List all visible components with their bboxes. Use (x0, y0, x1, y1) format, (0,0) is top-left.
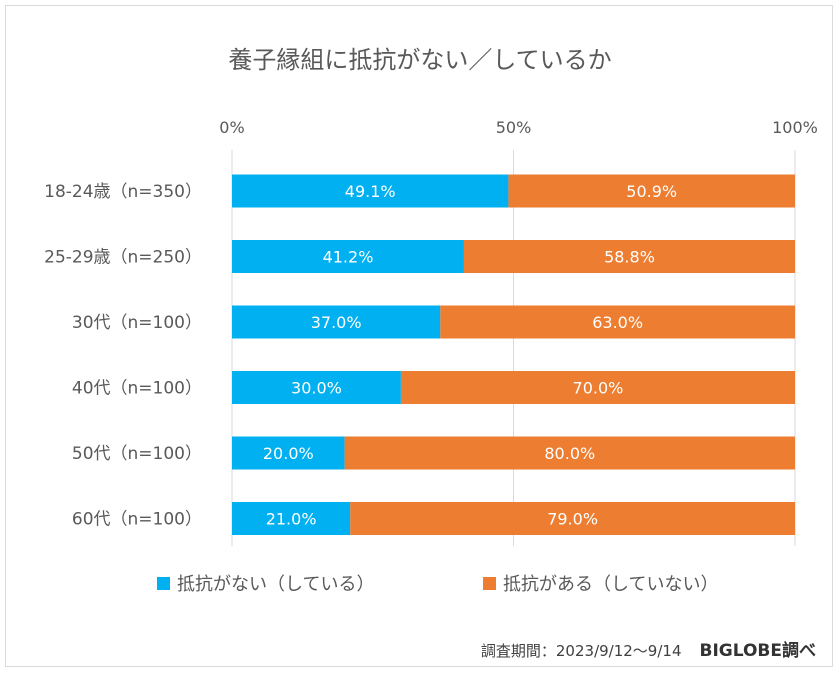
bar-no-resistance (232, 436, 345, 470)
category-label: 30代（n=100） (72, 313, 202, 333)
bar-no-resistance (232, 371, 401, 404)
bar-no-resistance (232, 502, 351, 535)
bar-no-resistance (232, 174, 509, 208)
data-label: 37.0% (311, 313, 362, 332)
bar-resistance (463, 240, 795, 273)
source-credit: BIGLOBE調べ (699, 641, 817, 661)
data-label: 20.0% (263, 444, 314, 463)
footer: 調査期間：2023/9/12～9/14 BIGLOBE調べ (481, 636, 816, 661)
category-label: 50代（n=100） (72, 444, 202, 464)
data-label: 30.0% (291, 379, 342, 398)
chart-title: 養子縁組に抵抗がない／しているか (228, 46, 612, 74)
category-label: 40代（n=100） (72, 379, 202, 399)
data-label: 21.0% (266, 510, 317, 529)
data-label: 41.2% (323, 248, 374, 267)
category-label: 18-24歳（n=350） (44, 182, 202, 202)
legend-item-no-resistance: 抵抗がない（している） (157, 571, 374, 595)
data-label: 79.0% (547, 510, 598, 529)
bar-resistance (350, 502, 795, 535)
bar-no-resistance (232, 240, 464, 273)
data-label: 63.0% (592, 313, 643, 332)
bar-resistance (400, 371, 795, 404)
data-label: 80.0% (544, 444, 595, 463)
legend-item-resistance: 抵抗がある（していない） (483, 571, 718, 595)
category-label: 60代（n=100） (72, 510, 202, 530)
x-tick-label: 100% (772, 118, 818, 137)
x-tick-label: 50% (496, 118, 532, 137)
bar-no-resistance (232, 305, 441, 339)
legend-swatch-resistance (483, 576, 496, 590)
legend-label-no-resistance: 抵抗がない（している） (177, 574, 375, 595)
legend-swatch-no-resistance (157, 576, 170, 590)
data-label: 58.8% (604, 248, 655, 267)
survey-period: 調査期間：2023/9/12～9/14 (480, 642, 682, 660)
x-tick-label: 0% (219, 118, 244, 137)
data-label: 70.0% (573, 379, 624, 398)
category-label: 25-29歳（n=250） (44, 248, 202, 268)
bar-resistance (508, 174, 795, 208)
data-label: 49.1% (345, 182, 396, 201)
bar-resistance (440, 305, 795, 339)
legend-label-resistance: 抵抗がある（していない） (503, 574, 719, 595)
bar-resistance (344, 436, 795, 470)
data-label: 50.9% (626, 182, 677, 201)
